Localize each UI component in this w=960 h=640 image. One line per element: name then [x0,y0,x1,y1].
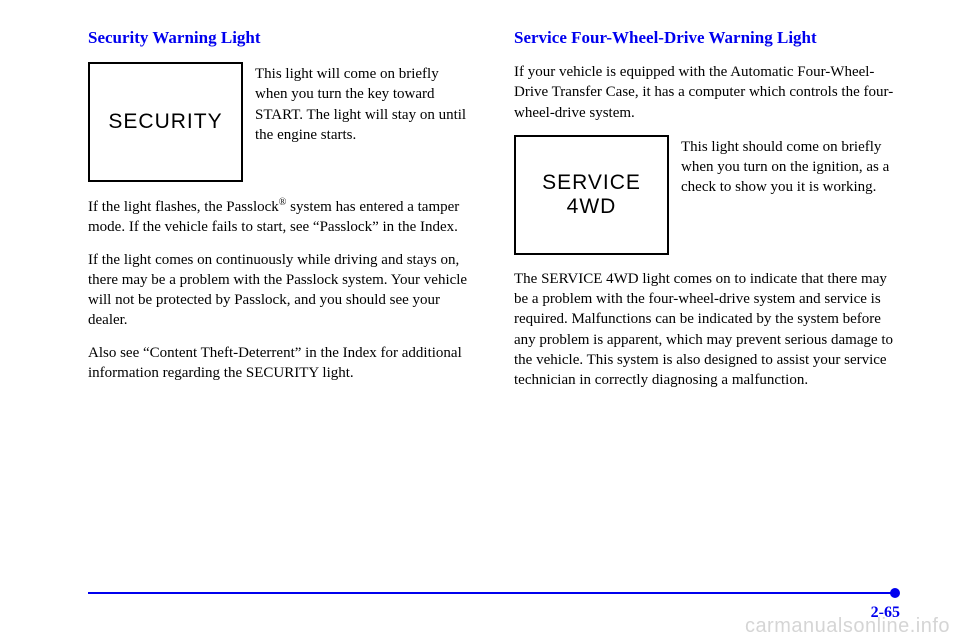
footer-line [88,592,891,594]
left-column: Security Warning Light SECURITY This lig… [88,28,474,402]
icon-caption: This light should come on briefly when y… [681,135,900,198]
service-4wd-icon: SERVICE 4WD [514,135,669,255]
section-title-left: Security Warning Light [88,28,474,48]
icon-line: SERVICE [542,171,641,195]
footer-dot-icon [890,588,900,598]
watermark: carmanualsonline.info [745,615,950,638]
icon-block-service-4wd: SERVICE 4WD This light should come on br… [514,135,900,255]
icon-caption: This light will come on briefly when you… [255,62,474,145]
security-icon: SECURITY [88,62,243,182]
footer-rule [88,588,900,598]
icon-block-security: SECURITY This light will come on briefly… [88,62,474,182]
icon-line: 4WD [567,195,617,219]
page-content: Security Warning Light SECURITY This lig… [0,0,960,402]
paragraph: If the light flashes, the Passlock® syst… [88,196,474,238]
section-title-right: Service Four-Wheel-Drive Warning Light [514,28,900,48]
paragraph: If your vehicle is equipped with the Aut… [514,62,900,123]
paragraph: The SERVICE 4WD light comes on to indica… [514,269,900,391]
icon-line: SECURITY [108,110,222,134]
text-run: If the light flashes, the Passlock [88,199,279,215]
paragraph: If the light comes on continuously while… [88,250,474,331]
right-column: Service Four-Wheel-Drive Warning Light I… [514,28,900,402]
paragraph: Also see “Content Theft-Deterrent” in th… [88,343,474,384]
